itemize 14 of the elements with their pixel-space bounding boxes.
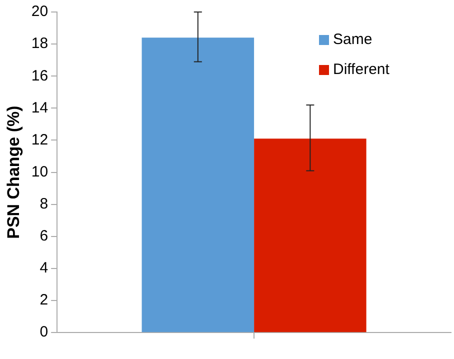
legend-label: Different <box>333 61 390 78</box>
y-tick-label: 14 <box>31 99 48 116</box>
y-tick-label: 8 <box>40 196 48 212</box>
y-axis-title: PSN Change (%) <box>4 106 23 239</box>
y-tick-label: 16 <box>31 67 48 84</box>
y-tick-label: 4 <box>40 260 48 277</box>
y-tick-label: 0 <box>40 324 48 341</box>
y-tick-label: 20 <box>31 3 48 20</box>
y-tick-label: 12 <box>31 131 48 148</box>
y-tick-label: 18 <box>31 35 48 52</box>
y-tick-label: 10 <box>31 163 48 180</box>
y-tick-label: 6 <box>40 228 48 245</box>
legend-label: Same <box>333 31 372 48</box>
y-tick-label: 2 <box>40 292 48 309</box>
